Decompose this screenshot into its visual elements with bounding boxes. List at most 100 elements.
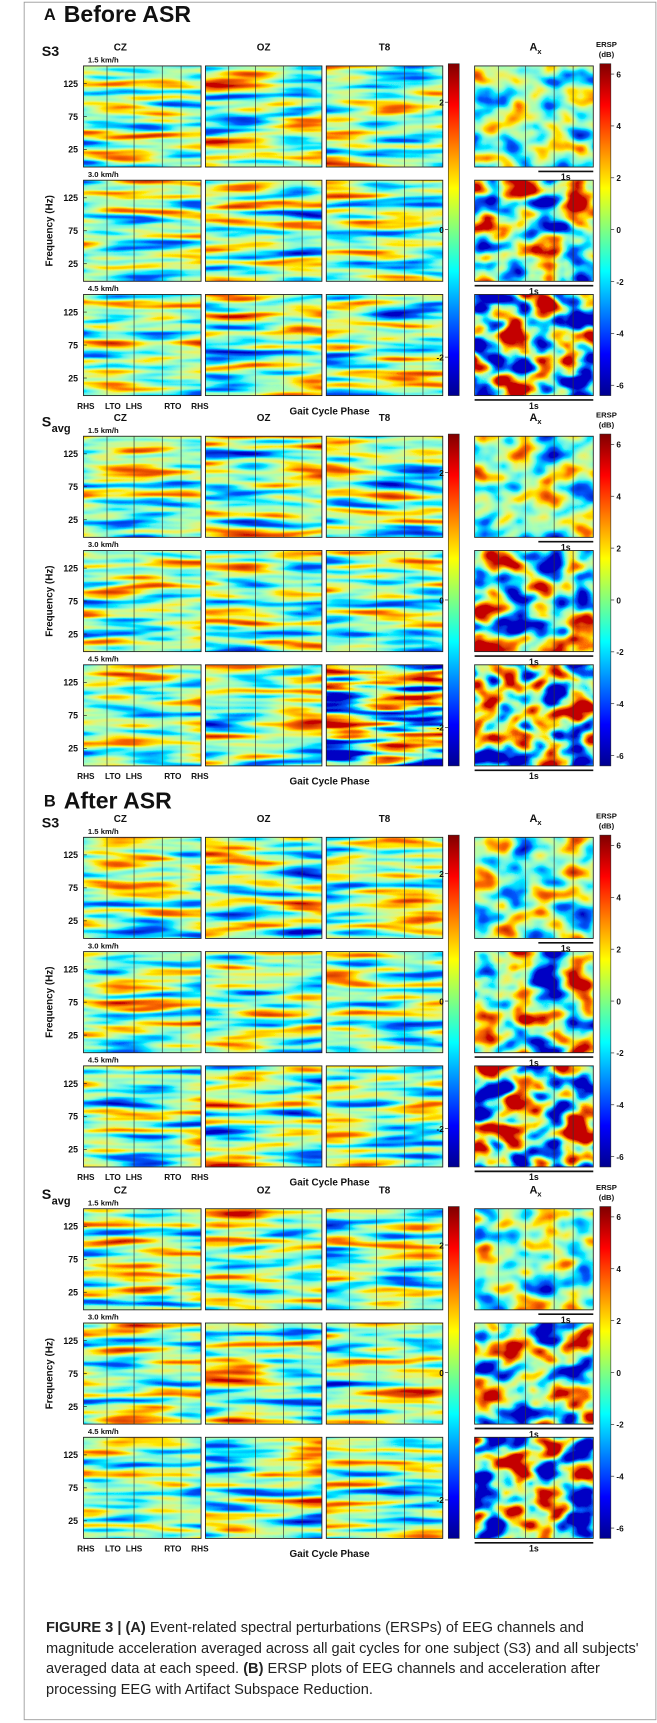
x-tick-label: RHS bbox=[191, 772, 209, 781]
colorbar-title: ERSP bbox=[596, 40, 617, 49]
x-tick-label: LTO bbox=[105, 772, 121, 781]
y-tick-label: 75 bbox=[68, 112, 78, 122]
caption-text: Event-related spectral perturbations (ER… bbox=[46, 1620, 639, 1677]
x-tick-label: LTO bbox=[105, 1545, 121, 1554]
x-tick-label: LHS bbox=[126, 402, 143, 411]
subject-label: S3 bbox=[42, 815, 60, 831]
panel-frame bbox=[474, 1436, 594, 1539]
spectrogram-panel bbox=[205, 1323, 322, 1425]
y-tick-label: 125 bbox=[63, 1079, 78, 1089]
colorbar-tick-label: -2 bbox=[616, 648, 624, 657]
y-tick-label: 75 bbox=[68, 226, 78, 236]
x-tick-label: RTO bbox=[164, 1173, 182, 1182]
section-title: After ASR bbox=[64, 788, 172, 814]
speed-label: 3.0 km/h bbox=[88, 170, 119, 179]
colorbar-title: (dB) bbox=[599, 50, 615, 59]
acc-title: A bbox=[530, 813, 538, 825]
acc-colorbar bbox=[599, 1206, 612, 1539]
colorbar-tick-label: -6 bbox=[616, 382, 624, 391]
colorbar-tick-label: 0 bbox=[616, 997, 621, 1006]
acc-title: A bbox=[530, 412, 538, 424]
y-tick-label: 75 bbox=[68, 1112, 78, 1122]
speed-label: 3.0 km/h bbox=[88, 1313, 119, 1322]
y-tick-label: 125 bbox=[63, 1450, 78, 1460]
panel-frame bbox=[325, 1208, 444, 1311]
colorbar-tick-label: -2 bbox=[616, 1049, 624, 1058]
x-tick-label: LHS bbox=[126, 772, 143, 781]
panel-frame bbox=[325, 179, 444, 282]
y-tick-label: 125 bbox=[63, 850, 78, 860]
panel-frame bbox=[205, 1065, 323, 1168]
spectrogram-panel bbox=[474, 1065, 594, 1167]
caption-label: FIGURE 3 | bbox=[46, 1620, 122, 1636]
subject-subscript: avg bbox=[52, 423, 71, 435]
spectrogram-panel bbox=[326, 436, 443, 538]
colorbar-tick-label: -6 bbox=[616, 1524, 624, 1533]
colorbar-tick-label: -6 bbox=[616, 752, 624, 761]
spectrogram-panel bbox=[205, 65, 322, 168]
spectrogram-panel bbox=[83, 65, 202, 168]
colorbar-tick-label: 4 bbox=[616, 894, 621, 903]
acc-title: A bbox=[530, 42, 538, 54]
spectrogram-panel bbox=[474, 550, 594, 652]
section-label: A bbox=[44, 6, 56, 24]
spectrogram-panel bbox=[474, 1208, 594, 1310]
panel-frame bbox=[325, 1322, 444, 1425]
spectrogram-panel bbox=[205, 1065, 322, 1167]
colorbar-tick-label: -4 bbox=[616, 700, 624, 709]
y-tick-label: 75 bbox=[68, 1483, 78, 1493]
colorbar-tick-label: 0 bbox=[439, 596, 444, 605]
colorbar-tick-label: 2 bbox=[616, 945, 621, 954]
spectrogram-panel bbox=[205, 550, 322, 652]
spectrogram-panel bbox=[474, 837, 594, 939]
spectrogram-panel bbox=[326, 180, 443, 282]
x-tick-label: LHS bbox=[126, 1545, 143, 1554]
panel-frame bbox=[325, 664, 444, 767]
channel-title: CZ bbox=[114, 413, 127, 424]
scale-bar-label: 1s bbox=[561, 543, 571, 553]
subject-label: S bbox=[42, 414, 52, 430]
x-tick-label: RTO bbox=[164, 772, 182, 781]
channel-title: T8 bbox=[379, 1185, 391, 1196]
spectrogram-panel bbox=[474, 1323, 594, 1425]
caption-part-label: (A) bbox=[125, 1620, 146, 1636]
x-axis-label: Gait Cycle Phase bbox=[290, 777, 371, 788]
scale-bar-label: 1s bbox=[529, 657, 539, 667]
channel-title: CZ bbox=[114, 43, 127, 54]
acc-colorbar bbox=[599, 834, 612, 1168]
channel-title: OZ bbox=[257, 413, 271, 424]
scale-bar-label: 1s bbox=[529, 1429, 539, 1439]
colorbar-tick-label: 2 bbox=[616, 544, 621, 553]
colorbar-tick-label: 2 bbox=[616, 1317, 621, 1326]
spectrogram-panel bbox=[83, 951, 202, 1053]
colorbar-tick-label: -2 bbox=[437, 724, 445, 733]
x-tick-label: RTO bbox=[164, 1545, 182, 1554]
y-tick-label: 75 bbox=[68, 596, 78, 606]
y-tick-label: 25 bbox=[68, 1145, 78, 1155]
caption-part-label: (B) bbox=[243, 1661, 264, 1677]
spectrogram-panel bbox=[83, 837, 202, 939]
spectrogram-panel bbox=[205, 180, 322, 282]
section-title: Before ASR bbox=[64, 1, 192, 27]
panel-frame bbox=[205, 435, 323, 538]
colorbar-tick-label: 6 bbox=[616, 441, 621, 450]
y-tick-label: 125 bbox=[63, 307, 78, 317]
channel-title: CZ bbox=[114, 814, 127, 825]
spectrogram-panel bbox=[326, 65, 443, 168]
y-tick-label: 25 bbox=[68, 629, 78, 639]
spectrogram-panel bbox=[326, 664, 443, 766]
y-axis-label: Frequency (Hz) bbox=[45, 565, 56, 636]
colorbar-tick-label: 6 bbox=[616, 842, 621, 851]
y-tick-label: 125 bbox=[63, 193, 78, 203]
panel-frame bbox=[325, 65, 444, 168]
panel-frame bbox=[474, 294, 594, 397]
channel-title: T8 bbox=[379, 43, 391, 54]
channel-title: OZ bbox=[257, 43, 271, 54]
panel-frame bbox=[205, 65, 323, 168]
panel-frame bbox=[474, 179, 594, 282]
colorbar-tick-label: -4 bbox=[616, 330, 624, 339]
panel-frame bbox=[325, 1436, 444, 1539]
eeg-colorbar bbox=[447, 433, 460, 767]
scale-bar-label: 1s bbox=[529, 401, 539, 411]
colorbar-tick-label: -2 bbox=[616, 1421, 624, 1430]
